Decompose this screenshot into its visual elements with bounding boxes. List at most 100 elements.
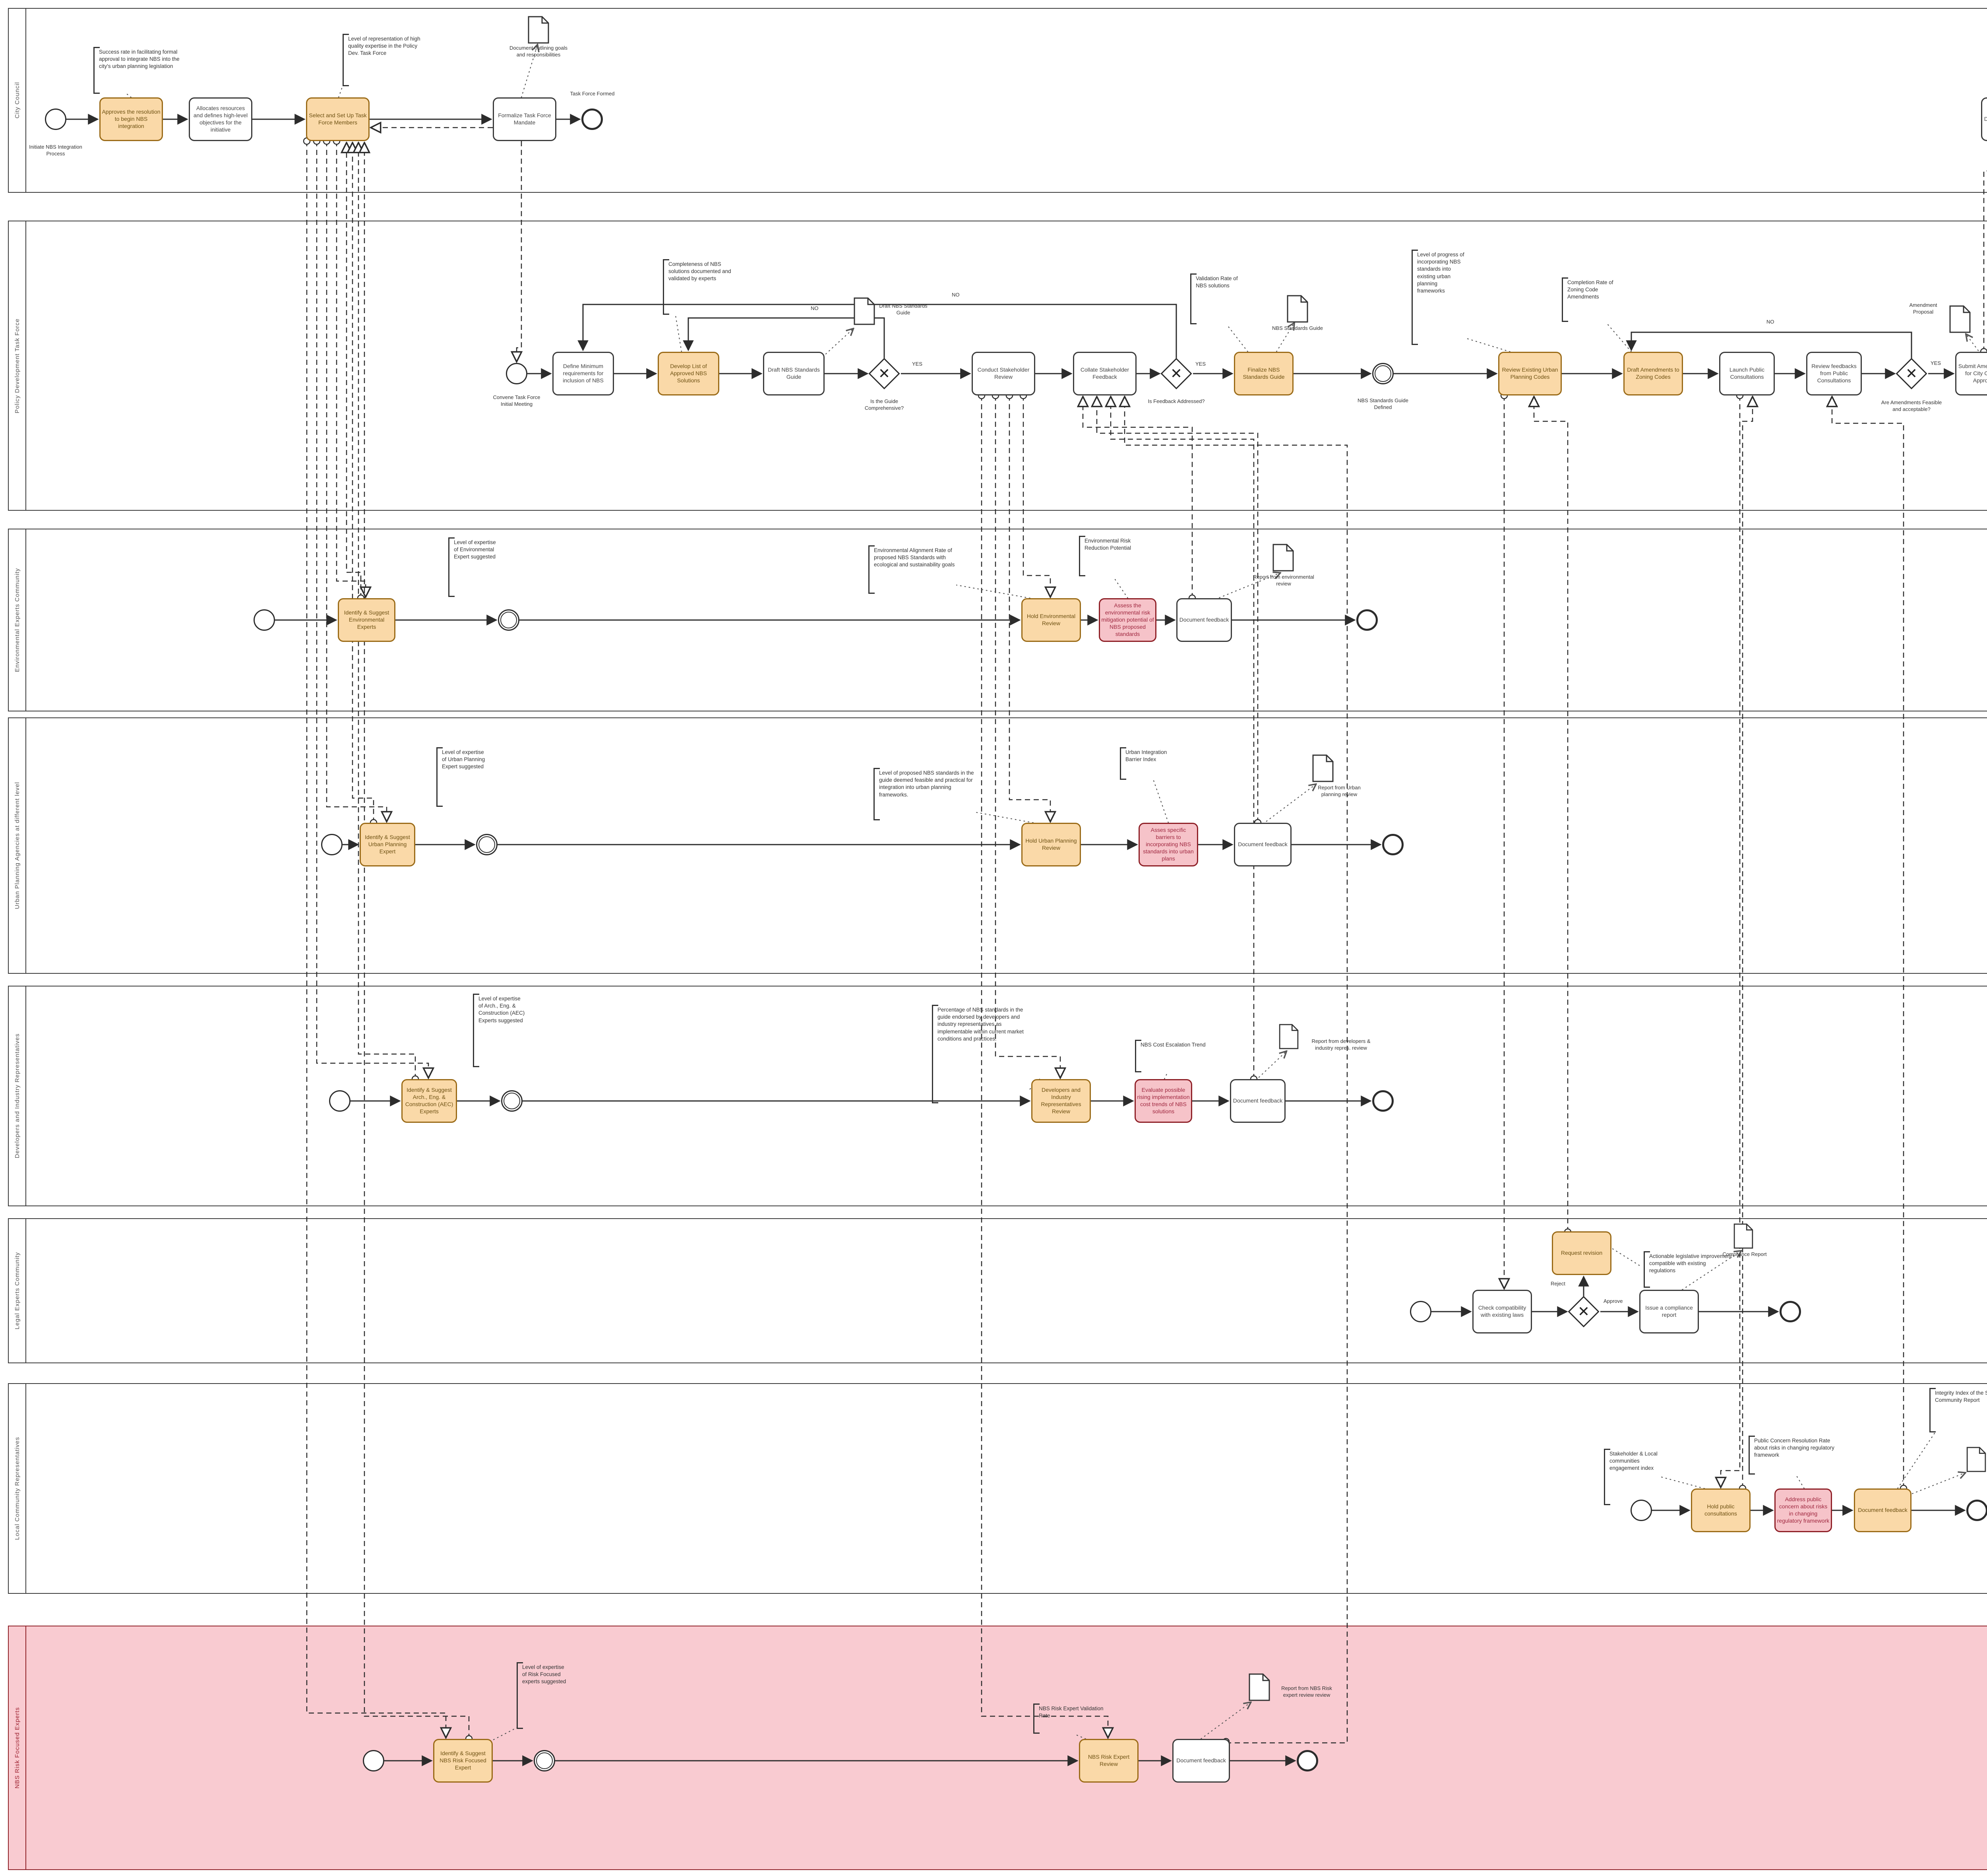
document-label: Compliance Report xyxy=(1722,1251,1767,1257)
task-define-requirements: Define Minimum requirements for inclusio… xyxy=(552,352,614,395)
exclusive-gateway-x-icon xyxy=(1896,359,1927,389)
document-label: Draft NBS Standards Guide xyxy=(879,303,928,316)
document-icon xyxy=(1733,1223,1753,1251)
annotation: Level of representation of high quality … xyxy=(343,34,428,86)
task-document-feedback: Document feedback xyxy=(1230,1079,1286,1123)
lane-strip: Environmental Experts Community xyxy=(9,529,26,711)
lane-strip: NBS Risk Focused Experts xyxy=(9,1626,26,1869)
document-label: Document outlining goals and responsibil… xyxy=(509,45,567,58)
task-launch-consultations: Launch Public Consultations xyxy=(1719,352,1775,395)
gateway-label: Are Amendments Feasible and acceptable? xyxy=(1881,399,1942,412)
task-developers-review: Developers and Industry Representatives … xyxy=(1031,1079,1091,1123)
task-develop-list: Develop List of Approved NBS Solutions xyxy=(658,352,719,395)
end-event xyxy=(1966,1500,1987,1521)
task-document-feedback: Document feedback xyxy=(1176,598,1232,642)
document-icon xyxy=(1279,1024,1299,1051)
document-label: Report from environmental review xyxy=(1253,574,1314,587)
task-assess-risk-mitigation: Assess the environmental risk mitigation… xyxy=(1099,598,1156,642)
annotation: NBS Risk Expert Validation Rate xyxy=(1033,1704,1110,1734)
associations xyxy=(126,45,1979,1740)
task-submit-amendments: Submit Amendments for City Council Appro… xyxy=(1955,352,1987,395)
task-document-feedback: Document feedback xyxy=(1172,1739,1230,1783)
start-event xyxy=(1410,1301,1431,1322)
lane-strip: Legal Experts Community xyxy=(9,1219,26,1362)
lane-strip: City Council xyxy=(9,9,26,192)
document-icon xyxy=(1312,754,1334,784)
end-event xyxy=(1372,1090,1394,1112)
task-formalize-mandate: Formalize Task Force Mandate xyxy=(493,97,556,141)
task-discuss-amendments: Discuss Amendments xyxy=(1981,97,1987,141)
task-hold-urban-planning-review: Hold Urban Planning Review xyxy=(1021,823,1081,866)
start-event xyxy=(1631,1500,1652,1521)
edge-label-no: NO xyxy=(1766,319,1774,325)
annotation: Level of progress of incorporating NBS s… xyxy=(1412,250,1468,345)
lane-strip: Local Community Representatives xyxy=(9,1384,26,1593)
edge-label-yes: YES xyxy=(1195,361,1206,367)
annotation: Stakeholder & Local communities engageme… xyxy=(1604,1449,1660,1505)
end-event xyxy=(581,109,603,130)
edge-label-approve: Approve xyxy=(1604,1298,1623,1304)
edge-label-no: NO xyxy=(952,292,960,298)
task-identify-urban-planning-expert: Identify & Suggest Urban Planning Expert xyxy=(360,823,415,866)
exclusive-gateway-x-icon xyxy=(1569,1297,1599,1327)
document-icon xyxy=(528,16,549,46)
start-event xyxy=(254,609,275,631)
lane-strip: Urban Planning Agencies at different lev… xyxy=(9,718,26,973)
intermediate-event xyxy=(476,834,498,855)
task-review-codes: Review Existing Urban Planning Codes xyxy=(1498,352,1562,395)
edge-label-yes: YES xyxy=(912,361,923,367)
annotation: Completion Rate of Zoning Code Amendment… xyxy=(1562,277,1623,322)
document-icon xyxy=(1272,544,1294,574)
task-check-compatibility: Check compatibility with existing laws xyxy=(1472,1290,1532,1333)
intermediate-event xyxy=(1372,363,1394,384)
annotation: Level of expertise of Environmental Expe… xyxy=(448,537,500,597)
document-label: Report from developers & industry repres… xyxy=(1311,1038,1371,1051)
task-identify-risk-expert: Identify & Suggest NBS Risk Focused Expe… xyxy=(433,1739,493,1783)
annotation: Completeness of NBS solutions documented… xyxy=(663,259,742,315)
annotation: Level of expertise of Urban Planning Exp… xyxy=(436,747,492,807)
task-allocate-resources: Allocates resources and defines high-lev… xyxy=(189,97,252,141)
lane-strip: Developers and Industry Representatives xyxy=(9,986,26,1205)
annotation: Environmental Risk Reduction Potential xyxy=(1079,536,1135,576)
document-icon xyxy=(1949,305,1971,335)
task-document-feedback: Document feedback xyxy=(1854,1488,1911,1532)
task-nbs-risk-expert-review: NBS Risk Expert Review xyxy=(1079,1739,1139,1783)
document-label: Report from Urban planning review xyxy=(1318,785,1361,797)
intermediate-event xyxy=(498,609,519,631)
gateway-label: Is Feedback Addressed? xyxy=(1148,398,1205,404)
task-draft-amendments: Draft Amendments to Zoning Codes xyxy=(1623,352,1683,395)
start-event xyxy=(45,109,66,130)
annotation: NBS Cost Escalation Trend xyxy=(1135,1040,1211,1072)
annotation: Public Concern Resolution Rate about ris… xyxy=(1749,1436,1841,1475)
annotation: Level of proposed NBS standards in the g… xyxy=(873,768,978,820)
event-label: Task Force Formed xyxy=(570,91,615,97)
edge-label-yes: YES xyxy=(1931,360,1941,366)
annotation: Level of expertise of Arch., Eng. & Cons… xyxy=(473,994,529,1067)
lane-strip: Policy Development Task Force xyxy=(9,221,26,510)
edge-label-reject: Reject xyxy=(1551,1281,1565,1287)
document-icon xyxy=(1249,1673,1270,1703)
gateway-label: Is the Guide Comprehensive? xyxy=(864,398,904,411)
end-event xyxy=(1382,834,1404,855)
annotation: Success rate in facilitating formal appr… xyxy=(93,47,187,94)
task-identify-environmental-experts: Identify & Suggest Environmental Experts xyxy=(338,598,395,642)
intermediate-event xyxy=(501,1090,523,1112)
task-collate-feedback: Collate Stakeholder Feedback xyxy=(1073,352,1137,395)
annotation: Percentage of NBS standards in the guide… xyxy=(932,1005,1028,1103)
task-assess-barriers: Asses specific barriers to incorporating… xyxy=(1139,823,1198,866)
annotation: Urban Integration Barrier Index xyxy=(1120,747,1185,780)
start-event xyxy=(329,1090,351,1112)
lane-nbs-risk-experts: NBS Risk Focused Experts xyxy=(8,1626,1987,1870)
annotation: Level of expertise of Risk Focused exper… xyxy=(517,1662,569,1729)
document-icon xyxy=(1966,1447,1986,1474)
task-request-revision: Request revision xyxy=(1552,1231,1611,1275)
exclusive-gateway-x-icon xyxy=(1161,359,1191,389)
task-select-task-force: Select and Set Up Task Force Members xyxy=(306,97,370,141)
end-event xyxy=(1780,1301,1801,1322)
start-event xyxy=(506,363,527,384)
end-event xyxy=(1356,609,1378,631)
intermediate-event xyxy=(534,1750,555,1771)
annotation: Environmental Alignment Rate of proposed… xyxy=(868,545,958,594)
start-event xyxy=(321,834,343,855)
start-event xyxy=(363,1750,384,1771)
